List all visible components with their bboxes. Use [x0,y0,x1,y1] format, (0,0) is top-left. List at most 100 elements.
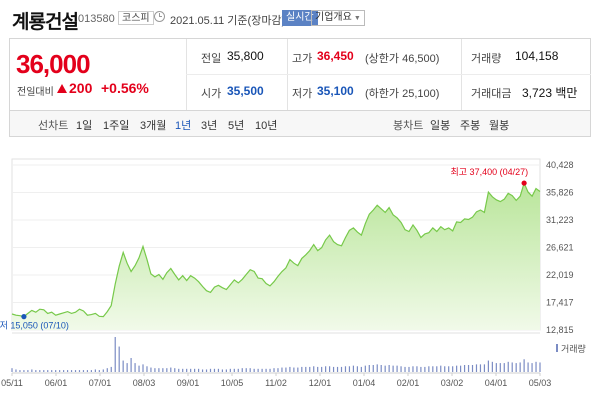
volume-bar [499,363,501,372]
low-label: 최저 15,050 (07/10) [0,321,69,331]
volume-bar [372,365,374,372]
volume-bar [142,364,144,372]
volume-bar [237,368,239,372]
y-tick-label: 17,417 [546,298,574,308]
volume-bar [150,367,152,372]
tab-period-1y[interactable]: 1년 [175,120,192,132]
volume-bar [154,368,156,372]
volume-label: 거래량 [471,53,502,65]
volume-bar [360,366,362,372]
volume-bar [305,366,307,372]
volume-bar [213,368,216,372]
volume-bar [289,366,291,372]
volume-bar [201,369,204,372]
x-tick-label: 01/04 [353,378,376,388]
realtime-button[interactable]: 실시간 [282,10,318,26]
volume-bar [460,365,462,372]
price-chart: 최고 37,400 (04/27) 최저 15,050 (07/10) 40,42… [0,137,600,405]
tab-monthly-candle[interactable]: 월봉 [489,120,510,132]
volume-bar [467,365,470,372]
volume-bar [241,368,243,372]
volume-bar [396,365,398,372]
volume-bar [253,368,255,372]
tab-line-chart[interactable]: 선차트 [38,120,69,132]
high-label: 최고 37,400 (04/27) [451,167,529,177]
tab-period-1w[interactable]: 1주일 [103,120,130,132]
volume-bar [225,369,227,372]
volume-bar [313,366,315,372]
volume-bar [15,369,17,372]
x-tick-label: 09/01 [177,378,200,388]
volume-bar [332,366,335,372]
tab-daily-candle[interactable]: 일봉 [430,120,451,132]
upper-limit: (상한가 46,500) [365,53,440,65]
volume-bar [336,366,339,372]
volume-bar [110,366,112,372]
market-badge: 코스피 [118,11,154,25]
tab-period-3y[interactable]: 3년 [201,120,218,132]
tab-weekly-candle[interactable]: 주봉 [460,120,481,132]
volume-bar [325,366,327,372]
volume-bar [420,366,422,372]
company-overview-button[interactable]: 기업개요 ▼ [311,10,365,26]
current-price: 36,000 [16,49,91,79]
lower-limit: (하한가 25,100) [365,88,440,100]
company-overview-label: 기업개요 [315,12,352,23]
volume-bar [344,366,347,372]
stock-name: 계룡건설 [12,12,79,33]
volume-bar [174,368,176,372]
volume-bar [39,370,41,372]
volume-bar [452,366,454,372]
volume-bar [269,368,271,372]
volume-bar [170,367,172,372]
volume-bar [281,367,283,372]
volume-bar [74,370,77,372]
open-value: 35,500 [227,84,264,98]
tab-period-5y[interactable]: 5년 [228,120,245,132]
volume-bar [245,368,247,372]
volume-bar [186,368,188,372]
change-percent: +0.56% [101,80,149,96]
x-tick-label: 06/01 [45,378,68,388]
volume-bar [404,366,406,372]
x-tick-label: 10/05 [221,378,244,388]
volume-bar [261,368,263,372]
volume-bar [78,370,81,372]
x-tick-label: 05/03 [529,378,552,388]
volume-bar [448,366,450,372]
volume-bar [368,365,370,372]
volume-bar [134,363,136,372]
tab-period-1d[interactable]: 1일 [76,120,93,132]
volume-bar [90,370,92,372]
volume-bar [475,364,478,372]
high-point [521,180,527,186]
volume-bar [190,368,192,372]
volume-bar [309,366,311,372]
volume-bar [82,370,85,372]
volume-bar [197,368,200,372]
amount-label: 거래대금 [471,88,512,100]
volume-bar [456,365,458,372]
volume-bar [483,364,486,372]
volume-bar [392,365,394,372]
volume-bar [352,365,355,372]
x-tick-label: 08/03 [133,378,156,388]
volume-bar [86,370,89,372]
volume-bar [444,366,446,372]
volume-bar [301,366,303,372]
volume-bar [35,370,37,372]
volume-bar [400,366,402,372]
open-label: 시가 [201,88,222,100]
volume-bar [321,366,323,372]
tab-period-10y[interactable]: 10년 [255,120,278,132]
volume-bar [376,364,378,372]
volume-bar [27,370,29,372]
change-value: 200 [69,80,93,96]
price-line [11,181,541,318]
volume-bar [229,368,231,372]
tab-period-3m[interactable]: 3개월 [140,120,167,132]
volume-bar [539,362,541,372]
tab-candle-chart[interactable]: 봉차트 [393,120,424,132]
quote-panel: 36,000 전일대비 200 +0.56% 전일 35,800 고가 36,4… [9,38,591,111]
volume-bar [205,369,208,372]
